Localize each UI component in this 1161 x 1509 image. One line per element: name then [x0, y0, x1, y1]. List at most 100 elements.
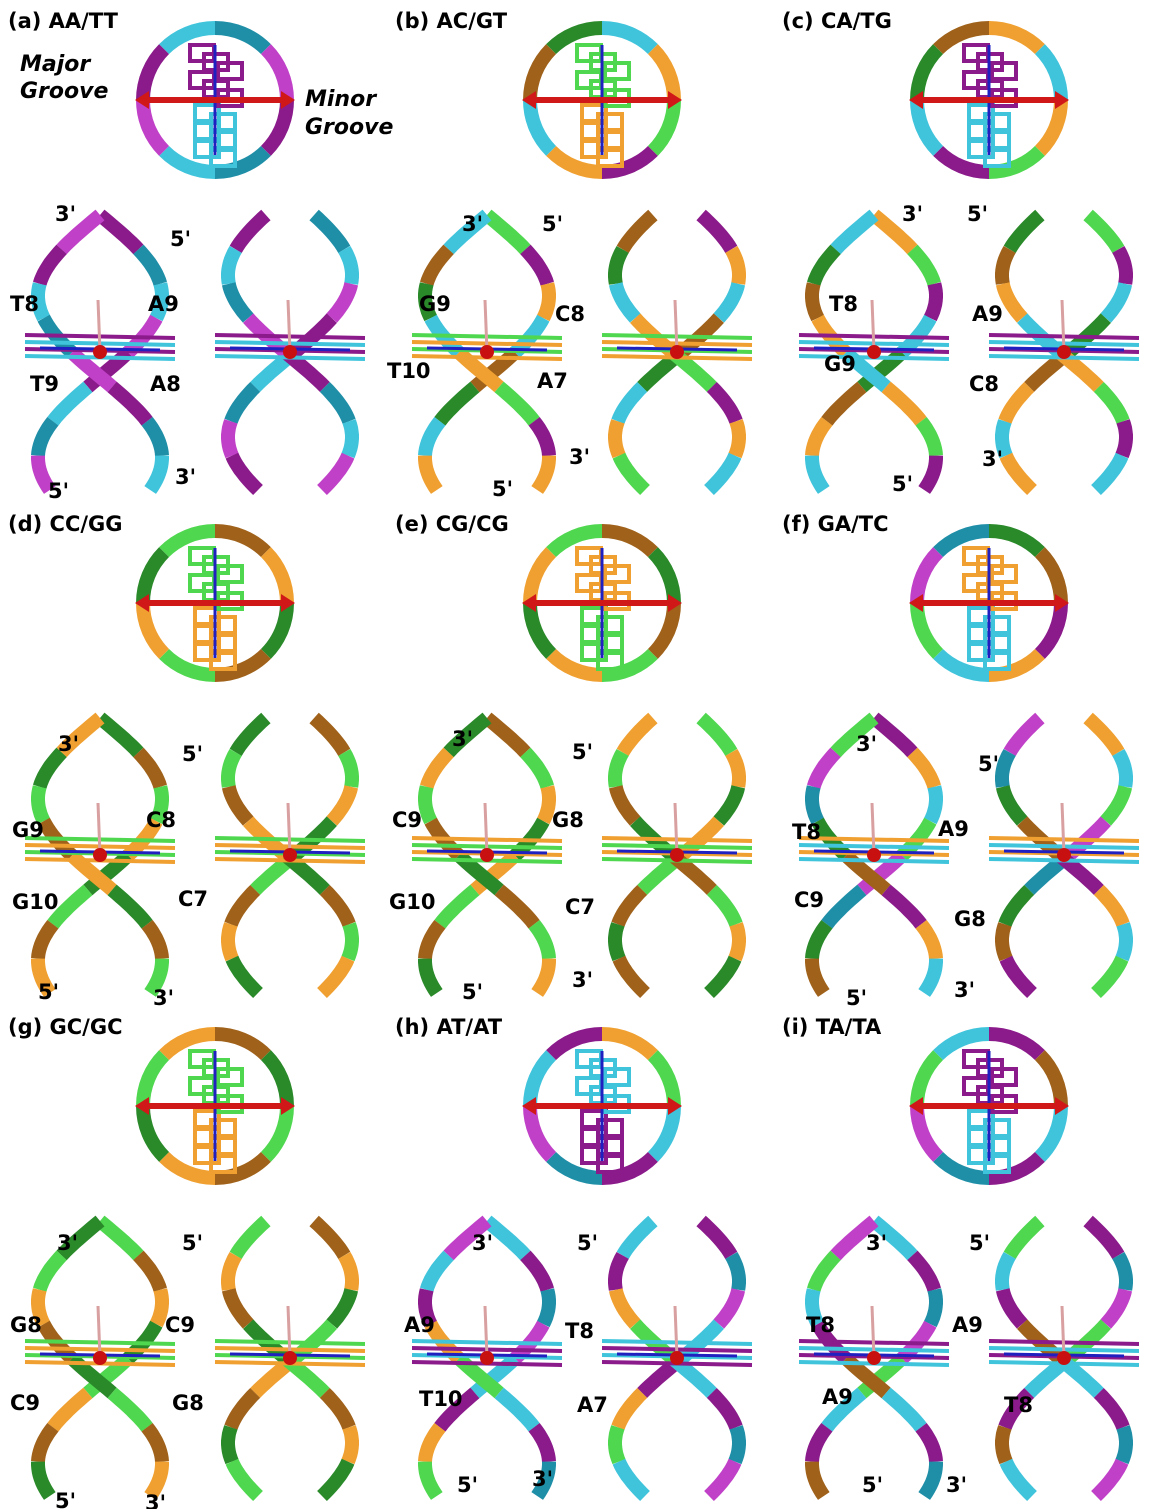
backbone-strand: [623, 1221, 653, 1255]
backbone-strand: [735, 1427, 739, 1461]
backbone-ring: [215, 151, 266, 172]
residue-label: 5': [48, 479, 69, 503]
backbone-strand: [138, 1255, 160, 1289]
backbone-ring: [1040, 1106, 1061, 1157]
backbone-ring: [917, 1106, 938, 1157]
residue-label: 3': [866, 1231, 887, 1255]
backbone-strand: [1099, 387, 1123, 421]
backbone-ring: [266, 1055, 287, 1106]
backbone-strand: [921, 924, 936, 958]
backbone-ring: [266, 100, 287, 151]
figure: (a) AA/TT3'5'T8A9T9A83'5'MajorGrooveMino…: [0, 0, 1161, 1509]
backbone-strand: [615, 1427, 619, 1461]
backbone-ring: [938, 1157, 989, 1178]
residue-label: 5': [55, 1489, 76, 1509]
backbone-strand: [425, 787, 431, 821]
backbone-strand: [812, 959, 824, 993]
backbone-ring: [143, 100, 164, 151]
backbone-strand: [147, 924, 162, 958]
origin: [670, 1351, 684, 1365]
backbone-strand: [924, 1462, 936, 1496]
residue-label: 3': [175, 465, 196, 489]
normal-arrow: [485, 1306, 487, 1358]
backbone-strand: [814, 752, 836, 786]
residue-label: 3': [58, 732, 79, 756]
backbone-strand: [1106, 284, 1125, 318]
panel: (e) CG/CG3'5'C9G8G10C75'3': [389, 512, 752, 1004]
residue-label: 3': [472, 1231, 493, 1255]
backbone-strand: [623, 718, 653, 752]
residue-label: T8: [829, 292, 858, 316]
backbone-strand: [1099, 1393, 1123, 1427]
backbone-ring: [530, 603, 551, 654]
backbone-strand: [1088, 718, 1118, 752]
backbone-strand: [731, 752, 739, 786]
normal-arrow: [675, 1306, 677, 1358]
origin: [1057, 345, 1071, 359]
backbone-strand: [440, 890, 475, 924]
backbone-strand: [709, 456, 735, 490]
backbone-ring: [143, 603, 164, 654]
normal-arrow: [485, 300, 487, 352]
backbone-strand: [827, 890, 862, 924]
residue-label: 3': [452, 727, 473, 751]
normal-arrow: [288, 300, 290, 352]
backbone-strand: [921, 1427, 936, 1461]
residue-label: C9: [794, 888, 824, 912]
backbone-strand: [229, 1290, 248, 1324]
backbone-ring: [215, 654, 266, 675]
normal-arrow: [98, 803, 100, 855]
panel: (b) AC/GT3'5'G9C8T10A73'5': [387, 9, 752, 501]
backbone-strand: [112, 890, 147, 924]
backbone-strand: [619, 959, 645, 993]
backbone-strand: [100, 215, 138, 249]
backbone-strand: [701, 1221, 731, 1255]
residue-label: 3': [572, 968, 593, 992]
backbone-strand: [147, 421, 162, 455]
normal-arrow: [1062, 1306, 1064, 1358]
groove-label: Groove: [20, 79, 108, 104]
groove-label: Minor: [305, 87, 377, 112]
backbone-strand: [1006, 456, 1032, 490]
residue-label: C8: [146, 808, 176, 832]
residue-label: 5': [542, 212, 563, 236]
backbone-strand: [232, 1462, 258, 1496]
backbone-strand: [1005, 387, 1029, 421]
backbone-strand: [1088, 215, 1118, 249]
residue-label: A9: [822, 1385, 853, 1409]
backbone-strand: [236, 1221, 266, 1255]
origin: [283, 345, 297, 359]
backbone-strand: [812, 1462, 824, 1496]
backbone-strand: [325, 387, 349, 421]
groove-label: Major: [20, 52, 91, 77]
origin: [480, 1351, 494, 1365]
residue-label: 5': [457, 1473, 478, 1497]
backbone-strand: [1003, 284, 1022, 318]
backbone-strand: [499, 387, 534, 421]
backbone-strand: [348, 924, 352, 958]
backbone-strand: [40, 249, 62, 283]
backbone-strand: [322, 959, 348, 993]
backbone-ring: [989, 1034, 1040, 1055]
residue-label: T8: [10, 292, 39, 316]
backbone-ring: [1040, 552, 1061, 603]
backbone-strand: [930, 1290, 936, 1324]
residue-label: T10: [419, 1387, 463, 1411]
residue-label: A9: [938, 817, 969, 841]
backbone-strand: [53, 1393, 88, 1427]
backbone-strand: [348, 421, 352, 455]
backbone-ring: [530, 1106, 551, 1157]
backbone-strand: [425, 456, 437, 490]
backbone-strand: [38, 924, 53, 958]
backbone-ring: [551, 151, 602, 172]
origin: [480, 848, 494, 862]
residue-label: 5': [182, 1231, 203, 1255]
backbone-strand: [100, 718, 138, 752]
backbone-strand: [924, 456, 936, 490]
backbone-strand: [231, 890, 255, 924]
backbone-strand: [150, 456, 162, 490]
backbone-strand: [1010, 1221, 1040, 1255]
normal-arrow: [872, 803, 874, 855]
backbone-strand: [921, 421, 936, 455]
